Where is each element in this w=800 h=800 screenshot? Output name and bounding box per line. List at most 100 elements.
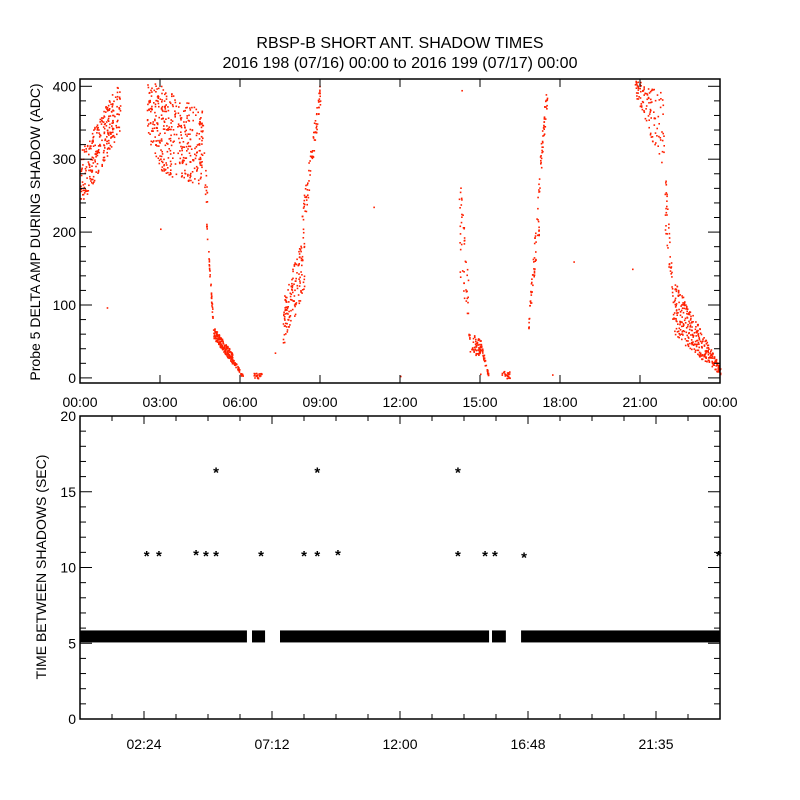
data-point (169, 153, 172, 155)
data-point (303, 278, 306, 281)
data-point (678, 308, 680, 311)
data-point (702, 340, 704, 342)
data-point (149, 133, 151, 135)
data-point (650, 136, 653, 138)
data-point (682, 303, 684, 306)
data-point (164, 110, 166, 113)
data-point (226, 346, 229, 348)
data-point (688, 328, 691, 331)
data-point (98, 151, 101, 154)
data-point (282, 323, 285, 325)
data-point (303, 288, 305, 290)
data-point (286, 312, 288, 315)
data-point (711, 365, 714, 368)
data-point (306, 203, 308, 206)
data-point (189, 174, 191, 176)
data-point (655, 142, 657, 144)
data-point (463, 227, 466, 229)
data-point (110, 137, 112, 139)
data-point (291, 278, 293, 281)
data-point (237, 369, 240, 372)
data-point (674, 299, 676, 301)
data-point (468, 334, 470, 337)
data-point (92, 157, 95, 159)
data-point (93, 181, 95, 183)
data-point (535, 259, 537, 261)
data-point (530, 291, 533, 294)
y-tick-label: 15 (60, 484, 76, 500)
data-point (168, 148, 170, 150)
data-point (161, 170, 164, 172)
data-point (216, 341, 219, 343)
data-point (687, 345, 690, 348)
data-point (649, 90, 652, 93)
data-point (274, 352, 277, 354)
data-point (485, 364, 488, 367)
data-point (681, 295, 683, 297)
data-point (657, 145, 659, 147)
data-point (459, 225, 462, 228)
data-point (482, 355, 485, 358)
data-point (228, 348, 231, 350)
data-point (659, 139, 662, 141)
data-point (166, 150, 169, 153)
data-point (543, 134, 545, 137)
data-point (167, 106, 169, 108)
data-point (669, 256, 671, 258)
data-point (258, 374, 261, 377)
data-point (460, 204, 463, 206)
data-point (91, 142, 93, 144)
data-point (295, 263, 298, 266)
data-point (211, 305, 213, 307)
data-point (544, 126, 547, 128)
data-point (303, 205, 305, 208)
data-point (221, 345, 223, 347)
data-point (533, 268, 535, 270)
data-point (707, 357, 710, 359)
data-point (302, 231, 305, 234)
data-point (686, 325, 689, 328)
asterisk-point: * (193, 547, 199, 564)
data-point (170, 119, 172, 121)
data-point (309, 174, 311, 176)
data-point (105, 121, 108, 123)
data-point (463, 240, 466, 242)
data-point (104, 138, 107, 140)
data-point (316, 113, 318, 115)
data-point (180, 134, 182, 136)
asterisk-point: * (455, 548, 461, 565)
data-point (680, 309, 683, 312)
data-point (667, 247, 669, 249)
data-point (540, 166, 543, 169)
continuous-data-band (252, 630, 266, 643)
data-point (96, 154, 99, 157)
data-point (296, 284, 299, 287)
data-point (319, 104, 322, 106)
data-point (158, 159, 161, 162)
data-point (97, 149, 100, 151)
data-point (116, 91, 119, 94)
data-point (301, 292, 303, 294)
data-point (241, 373, 244, 376)
data-point (307, 182, 309, 184)
data-point (286, 296, 288, 299)
data-point (149, 101, 151, 103)
data-point (205, 174, 208, 177)
data-point (119, 110, 122, 112)
data-point (233, 364, 236, 366)
data-point (656, 127, 658, 130)
data-point (97, 150, 99, 152)
data-point (700, 333, 703, 336)
y-tick-label: 100 (53, 297, 77, 313)
data-point (119, 130, 121, 132)
data-point (116, 95, 119, 98)
data-point (147, 132, 150, 134)
data-point (174, 101, 177, 104)
data-point (475, 340, 477, 343)
data-point (154, 119, 156, 122)
data-point (221, 347, 223, 350)
data-point (237, 368, 240, 370)
data-point (285, 326, 288, 328)
data-point (469, 336, 471, 339)
data-point (539, 187, 541, 189)
